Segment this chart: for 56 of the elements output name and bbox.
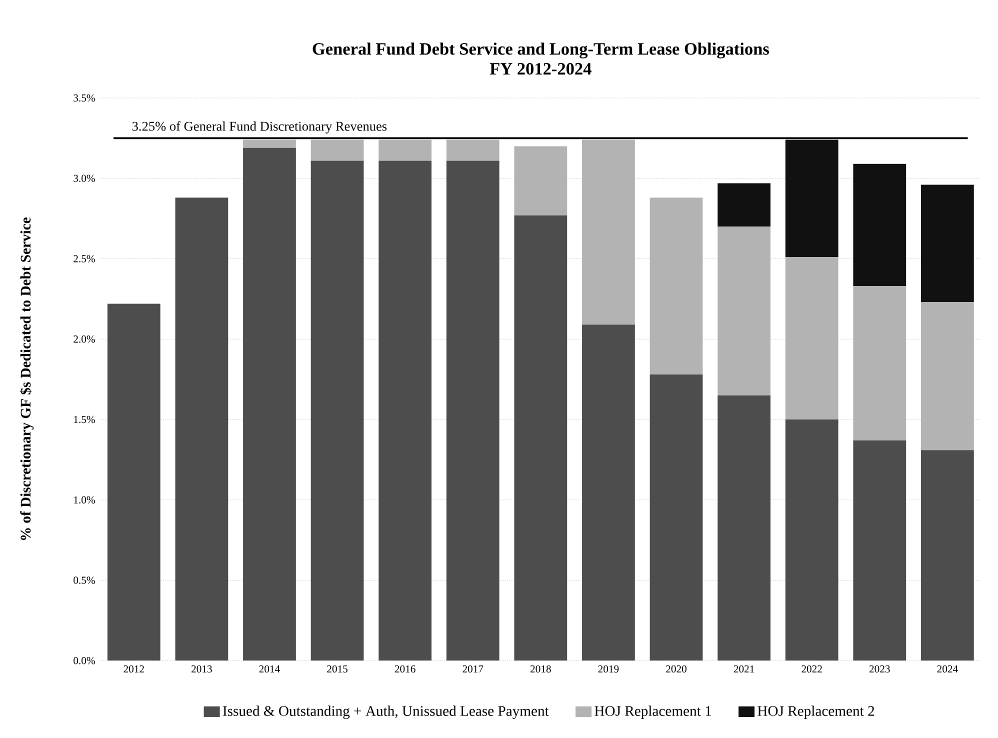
bar (921, 302, 974, 450)
bar (853, 286, 906, 440)
ref-line-label: 3.25% of General Fund Discretionary Revenues (132, 121, 387, 134)
bar (446, 140, 500, 161)
bar (243, 148, 296, 661)
x-tick-label: 2019 (598, 665, 619, 673)
chart-subtitle: FY 2012-2024 (490, 63, 592, 75)
bar (378, 160, 432, 661)
x-tick-label: 2014 (259, 665, 280, 673)
bar (107, 304, 160, 661)
bar (243, 140, 296, 148)
x-tick-label: 2012 (124, 665, 144, 673)
bar (650, 198, 703, 375)
y-tick-label: 3.5% (74, 94, 95, 102)
bar (785, 140, 838, 258)
bar (853, 164, 906, 286)
x-tick-label: 2022 (802, 665, 822, 673)
x-tick-label: 2023 (869, 665, 890, 673)
bar (175, 198, 228, 661)
bar (921, 450, 974, 661)
bar (514, 215, 568, 661)
bar (514, 146, 568, 216)
x-tick-label: 2021 (734, 665, 754, 673)
y-tick-label: 1.5% (74, 416, 95, 424)
y-tick-label: 2.0% (74, 336, 95, 343)
chart-title: General Fund Debt Service and Long-Term Lease Obligations (312, 42, 769, 58)
bar (582, 324, 635, 661)
x-tick-label: 2016 (394, 665, 416, 673)
x-tick-label: 2013 (192, 665, 212, 673)
y-axis-title: % of Discretionary GF $s Dedicated to Debt Service (20, 218, 34, 540)
x-tick-label: 2020 (666, 665, 686, 673)
x-tick-label: 2015 (327, 665, 348, 673)
y-tick-label: 0.0% (74, 657, 95, 664)
legend-label: HOJ Replacement 2 (758, 706, 874, 719)
bar (785, 420, 838, 661)
bar (310, 140, 364, 161)
bar (650, 374, 703, 661)
bar (718, 395, 770, 661)
y-tick-label: 0.5% (74, 576, 95, 584)
y-tick-label: 2.5% (74, 255, 95, 262)
bar (921, 184, 974, 302)
y-tick-label: 3.0% (74, 174, 95, 182)
x-tick-label: 2018 (530, 665, 551, 673)
bar (446, 160, 500, 661)
bar (718, 226, 770, 396)
y-tick-label: 1.0% (74, 496, 95, 504)
bar (785, 257, 838, 420)
x-tick-label: 2017 (462, 665, 484, 673)
legend-label: Issued & Outstanding + Auth, Unissued Lease Payment (222, 706, 549, 719)
bar (582, 140, 635, 325)
bar (853, 440, 906, 661)
bar (310, 160, 364, 661)
bar (718, 183, 770, 227)
bar (378, 140, 432, 161)
legend-label: HOJ Replacement 1 (594, 706, 711, 719)
x-tick-label: 2024 (937, 665, 958, 673)
